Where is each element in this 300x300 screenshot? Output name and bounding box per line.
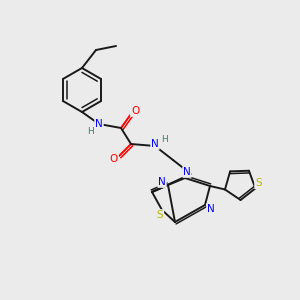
Text: N: N [158,177,166,187]
Text: N: N [151,139,159,149]
Text: H: H [88,127,94,136]
Text: O: O [110,154,118,164]
Text: N: N [207,204,215,214]
Text: O: O [131,106,139,116]
Text: S: S [255,178,262,188]
Text: S: S [157,210,163,220]
Text: H: H [160,134,167,143]
Text: N: N [183,167,191,177]
Text: N: N [95,119,103,129]
